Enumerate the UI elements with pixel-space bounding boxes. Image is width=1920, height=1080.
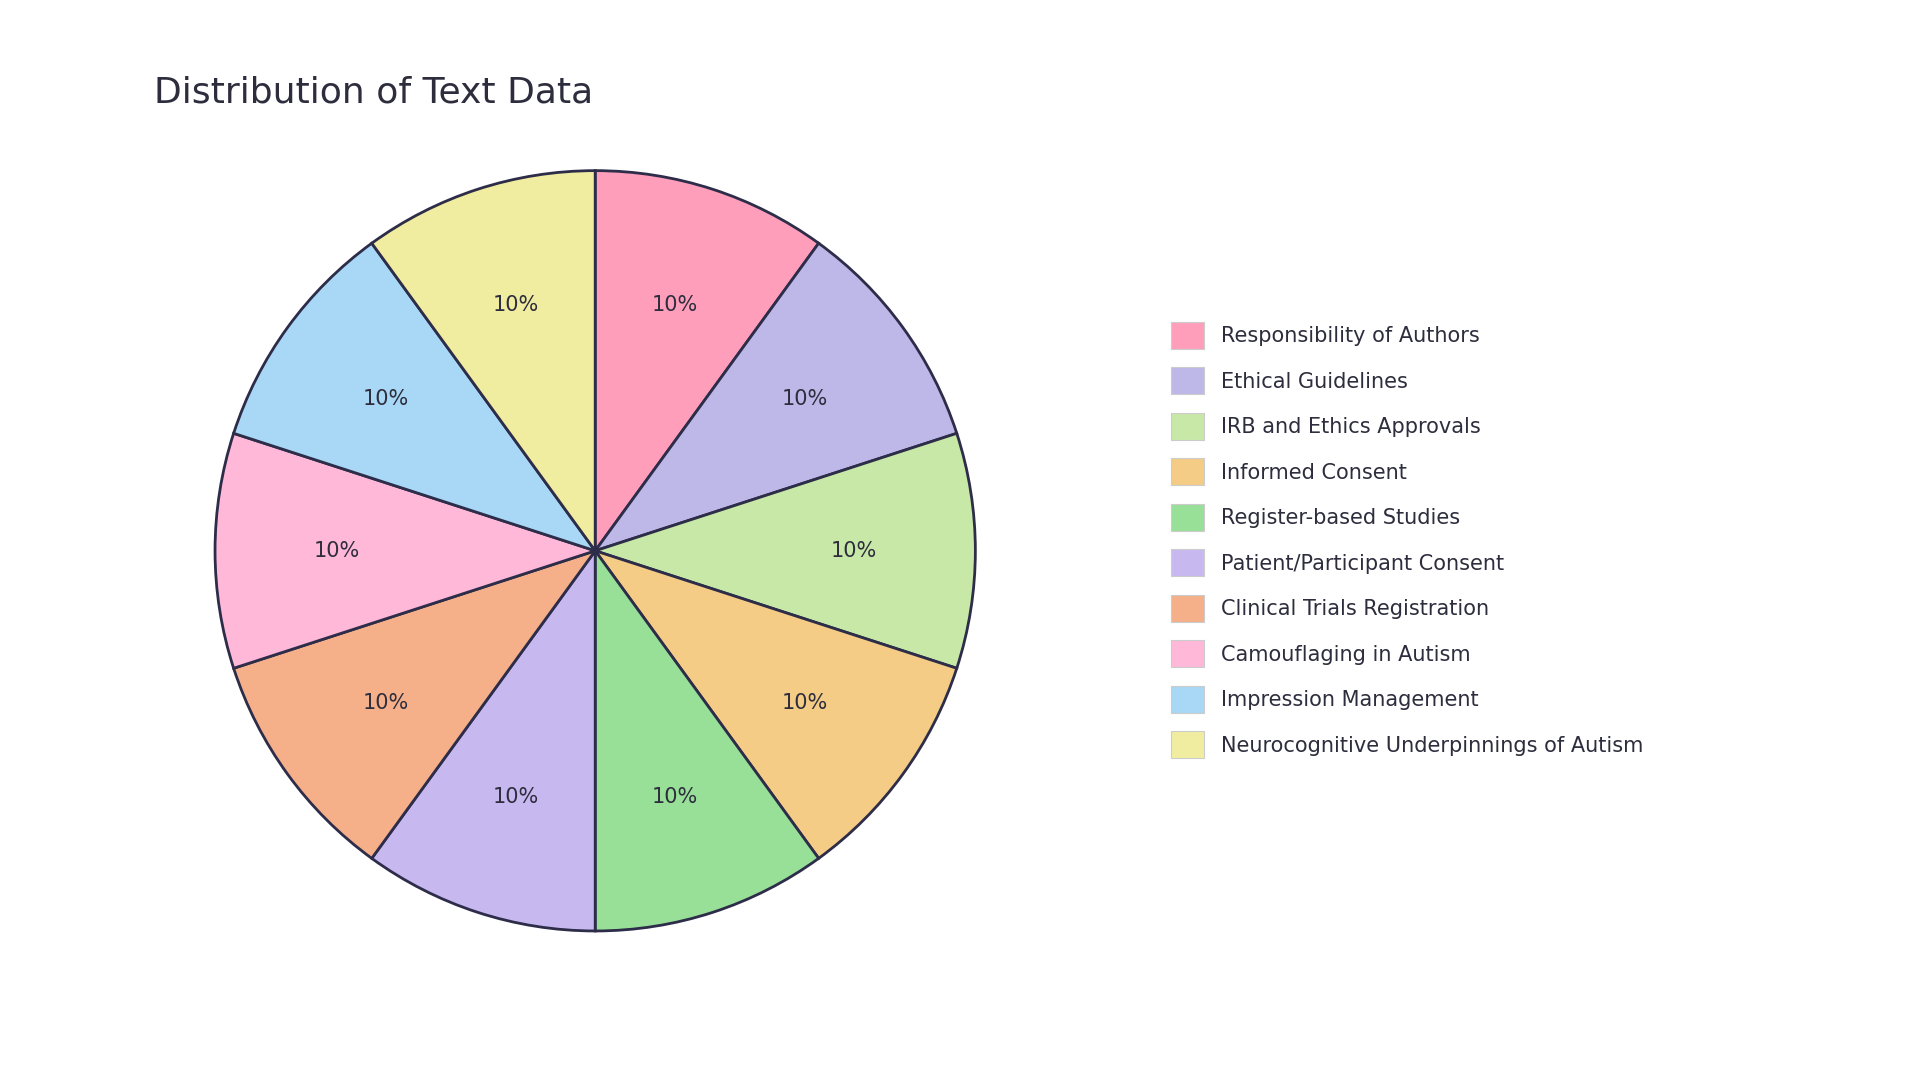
Text: 10%: 10% xyxy=(363,692,409,713)
Wedge shape xyxy=(215,433,595,669)
Wedge shape xyxy=(595,551,956,859)
Wedge shape xyxy=(595,433,975,669)
Text: 10%: 10% xyxy=(831,541,877,561)
Wedge shape xyxy=(595,551,818,931)
Text: 10%: 10% xyxy=(492,295,538,315)
Text: 10%: 10% xyxy=(492,786,538,807)
Text: 10%: 10% xyxy=(781,692,828,713)
Wedge shape xyxy=(234,551,595,859)
Legend: Responsibility of Authors, Ethical Guidelines, IRB and Ethics Approvals, Informe: Responsibility of Authors, Ethical Guide… xyxy=(1162,313,1651,767)
Wedge shape xyxy=(372,171,595,551)
Wedge shape xyxy=(595,171,818,551)
Text: 10%: 10% xyxy=(313,541,359,561)
Text: Distribution of Text Data: Distribution of Text Data xyxy=(154,76,593,109)
Text: 10%: 10% xyxy=(363,389,409,409)
Wedge shape xyxy=(595,243,956,551)
Wedge shape xyxy=(234,243,595,551)
Wedge shape xyxy=(372,551,595,931)
Text: 10%: 10% xyxy=(653,786,699,807)
Text: 10%: 10% xyxy=(781,389,828,409)
Text: 10%: 10% xyxy=(653,295,699,315)
